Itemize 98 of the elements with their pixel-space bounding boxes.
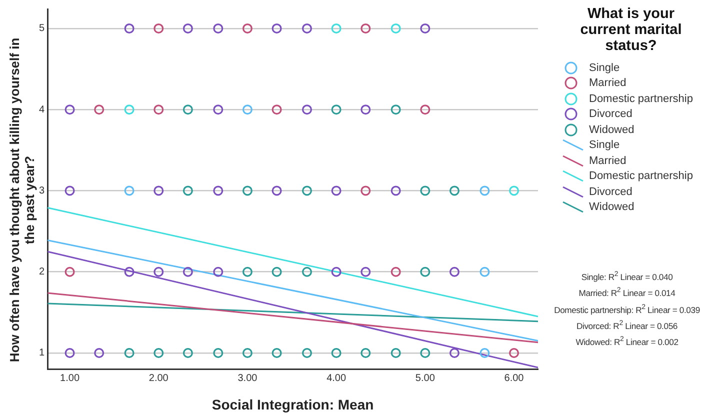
point	[331, 186, 342, 196]
point	[390, 266, 401, 277]
text: Widowed: R$^{2}$ Linear = 0.002	[574, 335, 680, 350]
point	[302, 23, 312, 34]
point	[509, 348, 520, 358]
text: Married: R$^{2}$ Linear = 0.014	[578, 286, 676, 300]
point	[154, 348, 164, 358]
point	[449, 348, 460, 358]
legend-label: Widowed	[589, 124, 634, 136]
point	[360, 23, 371, 34]
point	[213, 104, 224, 115]
x-tick-label: 6.00	[504, 372, 524, 384]
point	[213, 186, 224, 196]
point	[124, 104, 134, 115]
point	[480, 348, 490, 358]
point	[480, 186, 490, 196]
text: Single: R$^{2}$ Linear = 0.040	[580, 270, 674, 284]
point	[154, 186, 164, 196]
point	[272, 186, 282, 196]
legend-label: Single	[589, 139, 620, 152]
legend-label: Married	[589, 154, 626, 167]
point	[360, 348, 371, 358]
legend-label: Domestic partnership	[589, 170, 693, 182]
point	[64, 186, 75, 196]
point	[124, 266, 134, 277]
y-tick-label: 5	[39, 23, 45, 34]
point	[182, 104, 193, 115]
point	[213, 266, 224, 277]
y-axis-title: How often have you thought about killing yourself in the past year?	[7, 36, 37, 364]
point	[94, 348, 104, 358]
point	[480, 266, 490, 277]
point	[182, 266, 193, 277]
point	[242, 23, 252, 34]
point	[302, 266, 312, 277]
x-axis-title: Social Integration: Mean	[212, 396, 374, 412]
point	[242, 266, 252, 277]
legend-label: Divorced	[589, 186, 632, 198]
text: Divorced: R$^{2}$ Linear = 0.056	[576, 319, 678, 333]
point	[331, 104, 342, 115]
point	[272, 104, 282, 115]
legend-label: Domestic partnership	[589, 92, 693, 105]
point	[360, 104, 371, 115]
y-tick-label: 1	[39, 348, 45, 359]
legend-label: Married	[589, 77, 626, 90]
point	[420, 348, 430, 358]
x-tick-label: 1.00	[60, 372, 80, 384]
point	[64, 104, 75, 115]
point	[331, 23, 342, 34]
point	[94, 104, 104, 115]
point	[242, 104, 252, 115]
point	[124, 186, 134, 196]
point	[302, 104, 312, 115]
point	[360, 186, 371, 196]
x-tick-label: 2.00	[148, 372, 169, 384]
point	[182, 348, 193, 358]
legend-label: Divorced	[589, 108, 632, 120]
point	[420, 266, 430, 277]
point	[272, 348, 282, 358]
legend-title: What is your current marital status?	[579, 6, 683, 54]
point	[449, 186, 460, 196]
point	[509, 186, 520, 196]
point	[390, 104, 401, 115]
point	[420, 23, 430, 34]
x-tick-label: 4.00	[326, 372, 346, 384]
point	[154, 266, 164, 277]
y-tick-label: 2	[39, 266, 45, 278]
point	[390, 348, 401, 358]
text: Domestic partnership: R$^{2}$ Linear = 0.039	[554, 302, 700, 317]
y-tick-label: 4	[39, 104, 45, 116]
point	[154, 104, 164, 115]
point	[124, 348, 134, 358]
point	[124, 23, 134, 34]
point	[302, 186, 312, 196]
point	[64, 266, 75, 277]
legend-label: Widowed	[589, 201, 634, 214]
point	[272, 23, 282, 34]
legend-label: Single	[589, 62, 620, 74]
point	[182, 186, 193, 196]
point	[331, 266, 342, 277]
point	[182, 23, 193, 34]
point	[390, 186, 401, 196]
point	[64, 348, 75, 358]
x-tick-label: 3.00	[238, 372, 258, 384]
point	[390, 23, 401, 34]
point	[302, 348, 312, 358]
y-tick-label: 3	[39, 185, 45, 196]
point	[449, 266, 460, 277]
point	[242, 348, 252, 358]
point	[331, 348, 342, 358]
point	[154, 23, 164, 34]
point	[213, 23, 224, 34]
x-tick-label: 5.00	[415, 372, 436, 384]
point	[360, 266, 371, 277]
point	[242, 186, 252, 196]
point	[272, 266, 282, 277]
point	[213, 348, 224, 358]
point	[420, 104, 430, 115]
point	[420, 186, 430, 196]
